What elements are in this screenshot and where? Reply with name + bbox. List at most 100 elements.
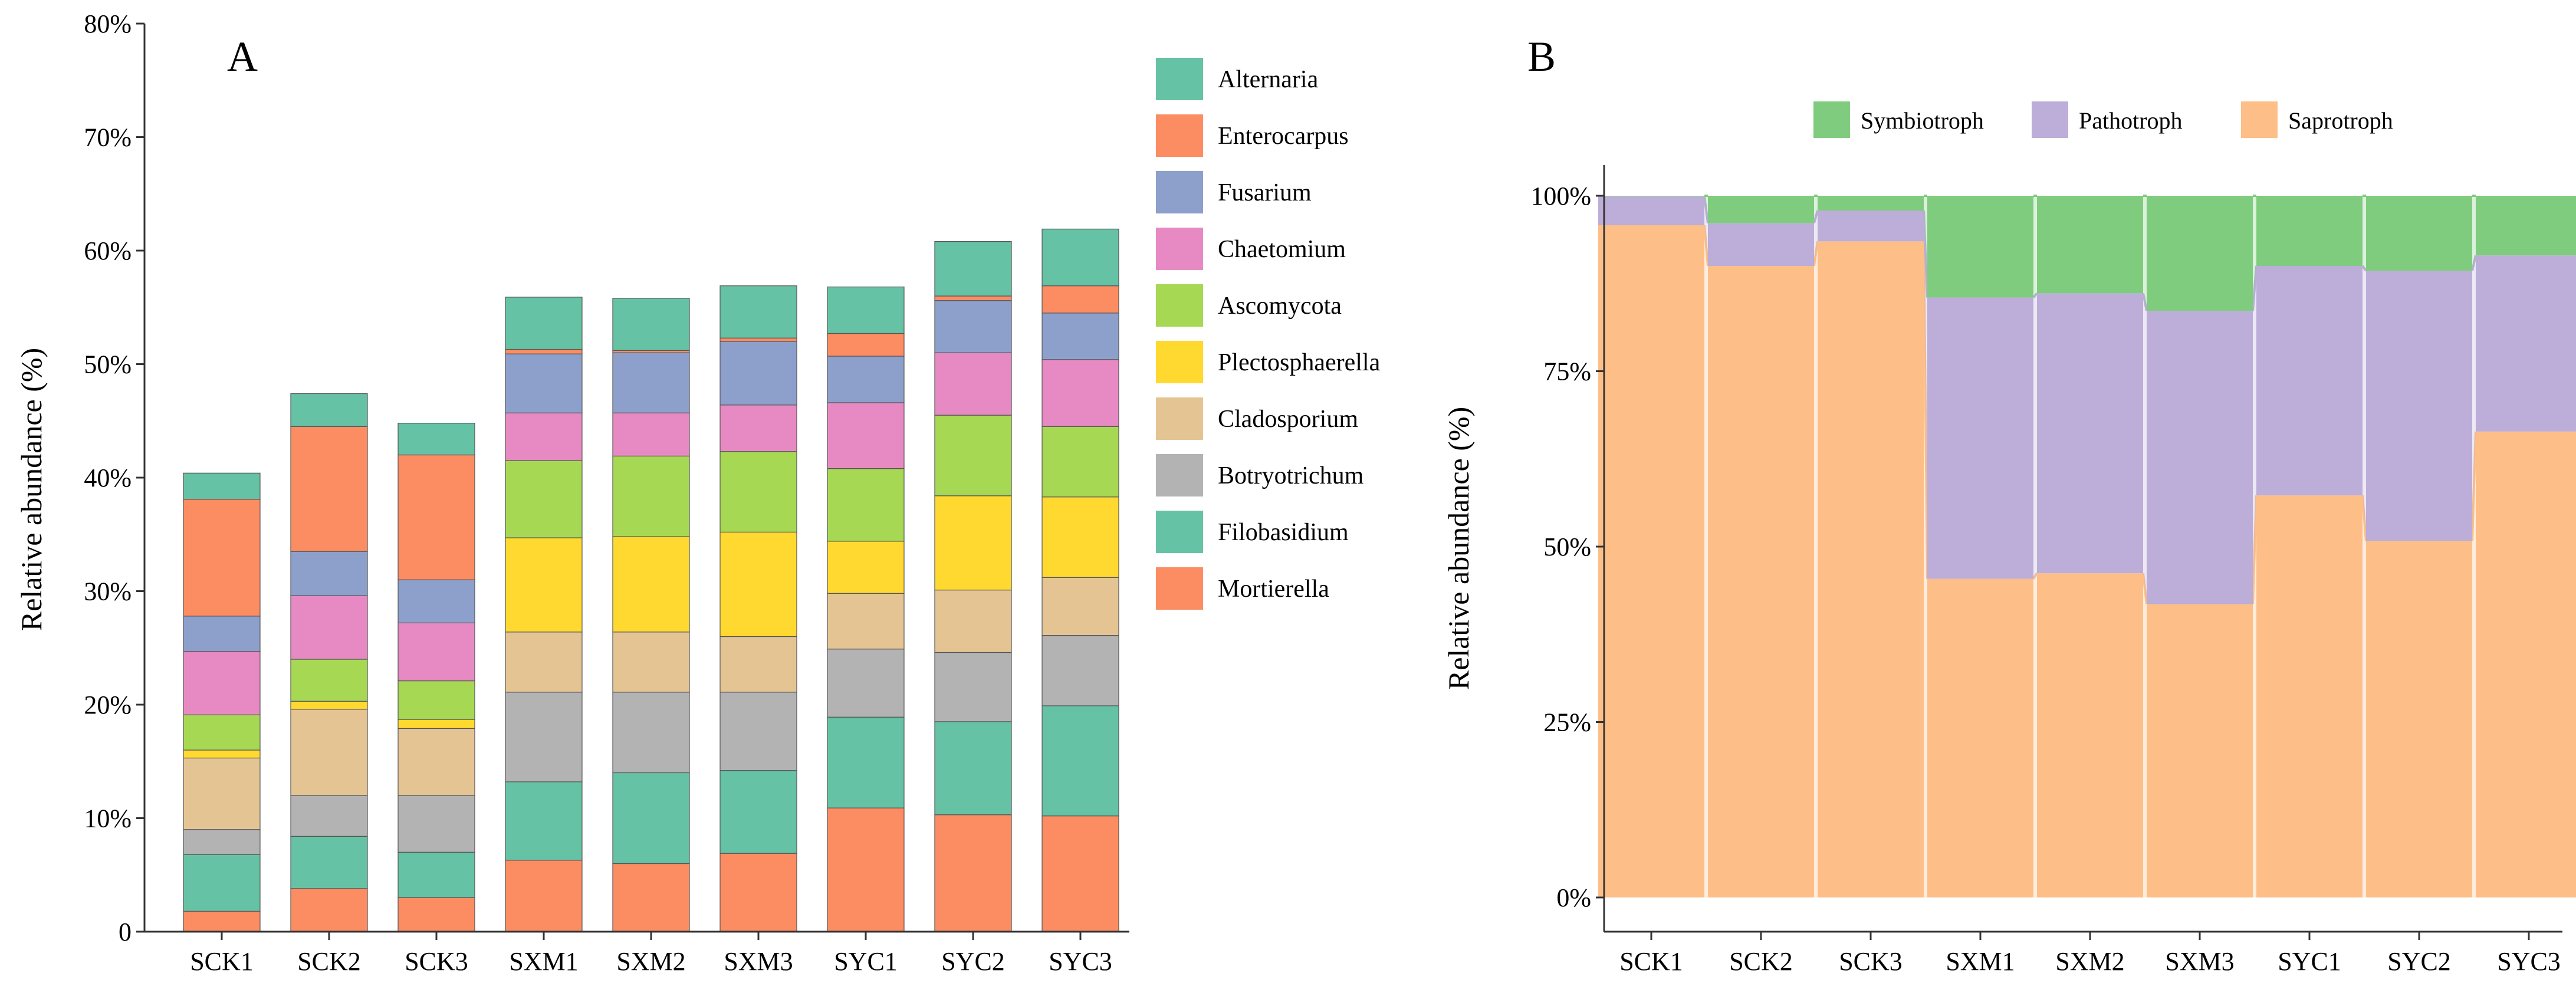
panel-a-x-ticks: SCK1 SCK2 SCK3 SXM1 SXM2 SXM3 SYC1 SYC2 SYC3 <box>190 932 1112 976</box>
band-edge-sck1-pathotroph <box>1703 196 1709 223</box>
bar-syc1-fusarium <box>827 356 905 403</box>
band-syc1-symbiotroph <box>2363 196 2366 271</box>
legend-label-alternaria: Alternaria <box>1218 66 1319 93</box>
panel-b-connector-bands <box>1703 195 2477 898</box>
panel-a-bars <box>183 228 1119 932</box>
bar-syc1-chaetomium <box>827 402 905 469</box>
band-sxm2-saprotroph <box>2143 573 2147 897</box>
band-edge-sxm3-saprotroph <box>2252 495 2258 604</box>
legend-label-pathotroph: Pathotroph <box>2079 107 2183 134</box>
bar-sck2-plectosphaerella <box>290 701 368 710</box>
bar-sxm1-enterocarpus <box>505 348 583 354</box>
band-edge-sxm3-pathotroph <box>2252 265 2258 311</box>
bar-sck3-pathotroph <box>1818 210 1924 242</box>
legend-swatch-mortierella <box>1156 567 1203 610</box>
legend-label-filobasidium: Filobasidium <box>1218 519 1349 546</box>
bar-sck1-fusarium <box>183 616 261 652</box>
panel-a-axes <box>143 24 1129 933</box>
panel-a-y-tick-label: 70% <box>84 123 132 152</box>
bar-syc2-fusarium <box>934 300 1012 353</box>
panel-label-a: A <box>227 33 258 80</box>
band-edge-syc1-saprotroph <box>2361 495 2367 541</box>
legend-label-mortierella: Mortierella <box>1218 576 1329 603</box>
panel-b-x-tick-label: SCK2 <box>1729 947 1793 976</box>
bar-sxm2-mortierella <box>612 863 690 932</box>
bar-sxm3-enterocarpus <box>719 337 797 342</box>
panel-a-x-tick-label: SYC2 <box>941 947 1005 976</box>
bar-syc3-ascomycota <box>1041 426 1119 498</box>
bar-sck1-chaetomium <box>183 650 261 715</box>
band-edge-syc1-pathotroph <box>2361 265 2367 272</box>
bar-sck3-mortierella <box>397 897 475 932</box>
legend-swatch-botryotrichum <box>1156 454 1203 496</box>
bar-syc2-filobasidium <box>934 721 1012 816</box>
band-sck1-pathotroph <box>1704 196 1708 266</box>
panel-b-x-tick-label: SXM1 <box>1946 947 2015 976</box>
panel-a-y-tick-label: 10% <box>84 804 132 833</box>
bar-sck1-mortierella <box>183 910 261 932</box>
panel-label-b: B <box>1527 33 1556 80</box>
bar-syc2-chaetomium <box>934 352 1012 416</box>
bar-syc1-filobasidium <box>827 716 905 808</box>
band-sxm1-pathotroph <box>2033 293 2037 579</box>
panel-a-y-tick-label: 20% <box>84 691 132 719</box>
bar-sxm3-botryotrichum <box>719 692 797 771</box>
band-edge-sck2-pathotroph <box>1813 210 1819 223</box>
bar-sck2-symbiotroph <box>1708 196 1814 223</box>
band-edge-sck1-saprotroph <box>1703 225 1709 267</box>
bar-sxm3-filobasidium <box>719 770 797 854</box>
legend-swatch-chaetomium <box>1156 228 1203 270</box>
bar-sck3-ascomycota <box>397 680 475 720</box>
legend-swatch-ascomycota <box>1156 284 1203 327</box>
bar-syc3-plectosphaerella <box>1041 496 1119 578</box>
bar-sxm1-alternaria <box>505 297 583 350</box>
panel-b-y-axis-title: Relative abundance (%) <box>1442 407 1475 690</box>
bar-sxm1-filobasidium <box>505 781 583 861</box>
panel-b-x-ticks: SCK1 SCK2 SCK3 SXM1 SXM2 SXM3 SYC1 SYC2 SYC3 <box>1619 932 2561 976</box>
bar-sxm2-plectosphaerella <box>612 536 690 633</box>
bar-syc1-enterocarpus <box>827 333 905 357</box>
panel-b-chart: B Relative abundance (%) Symbiotroph Path… <box>1442 33 2576 976</box>
band-syc2-symbiotroph <box>2472 196 2476 271</box>
band-sxm1-saprotroph <box>2033 573 2037 897</box>
bar-syc2-pathotroph <box>2366 271 2472 541</box>
panel-a-y-tick-label: 0 <box>119 918 132 946</box>
bar-sxm3-alternaria <box>719 285 797 338</box>
bar-sck3-botryotrichum <box>397 795 475 853</box>
bar-syc2-botryotrichum <box>934 652 1012 722</box>
bar-sck2-alternaria <box>290 393 368 427</box>
bar-sxm1-symbiotroph <box>1927 196 2033 298</box>
bar-syc2-enterocarpus <box>934 295 1012 301</box>
bar-sxm2-chaetomium <box>612 412 690 457</box>
band-edge-sck2-saprotroph <box>1813 241 1819 267</box>
bar-sck3-symbiotroph <box>1818 196 1924 211</box>
bar-syc1-symbiotroph <box>2256 196 2363 266</box>
legend-label-symbiotroph: Symbiotroph <box>1861 107 1984 134</box>
bar-sck2-mortierella <box>290 888 368 932</box>
band-sck3-pathotroph <box>1924 210 1927 579</box>
bar-sck2-fusarium <box>290 551 368 596</box>
band-edge-sck3-pathotroph <box>1923 210 1928 298</box>
band-sck3-symbiotroph <box>1924 196 1927 298</box>
bar-sxm1-botryotrichum <box>505 692 583 782</box>
panel-b-y-tick-label: 25% <box>1543 708 1591 737</box>
bar-sxm3-fusarium <box>719 341 797 406</box>
bar-syc3-enterocarpus <box>1041 285 1119 314</box>
panel-a-chart: A Relative abundance (%) 0 10% 20% 30% 40% 50… <box>15 9 1381 976</box>
bar-sxm3-chaetomium <box>719 405 797 452</box>
panel-b-x-tick-label: SCK1 <box>1619 947 1683 976</box>
legend-swatch-cladosporium <box>1156 397 1203 440</box>
panel-a-legend: Alternaria Enterocarpus Fusarium Chaetomium… <box>1156 58 1381 610</box>
panel-b-axes <box>1603 165 2562 933</box>
bar-syc2-plectosphaerella <box>934 495 1012 591</box>
band-edge-sxm2-saprotroph <box>2142 573 2148 604</box>
bar-sck3-plectosphaerella <box>397 719 475 729</box>
bar-syc3-alternaria <box>1041 228 1119 287</box>
bar-sck3-fusarium <box>397 579 475 624</box>
panel-a-y-tick-label: 60% <box>84 236 132 265</box>
bar-syc1-alternaria <box>827 287 905 334</box>
band-edge-sxm2-pathotroph <box>2142 293 2148 311</box>
legend-swatch-saprotroph <box>2241 101 2278 138</box>
panel-a-y-axis-title: Relative abundance (%) <box>15 348 48 631</box>
